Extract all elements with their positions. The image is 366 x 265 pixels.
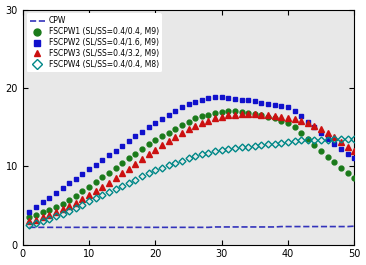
Legend: CPW, FSCPW1 (SL/SS=0.4/0.4, M9), FSCPW2 (SL/SS=0.4/1.6, M9), FSCPW3 (SL/SS=0.4/3: CPW, FSCPW1 (SL/SS=0.4/0.4, M9), FSCPW2 … <box>27 13 162 72</box>
